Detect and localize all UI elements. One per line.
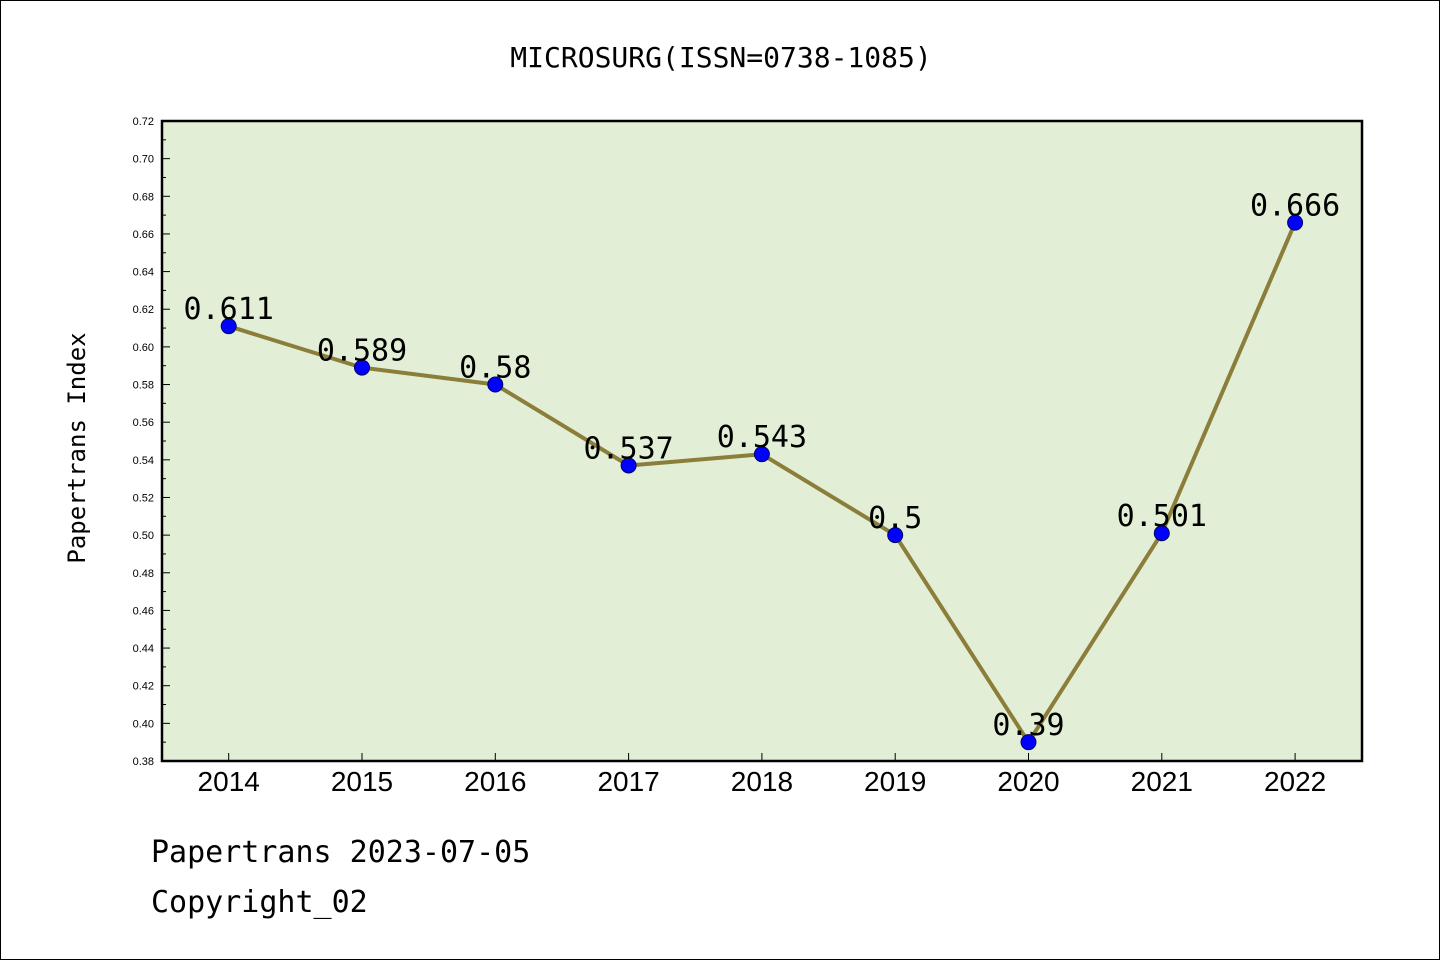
x-tick-label: 2015: [331, 766, 393, 797]
data-label: 0.611: [184, 292, 274, 327]
data-point: [753, 446, 770, 463]
plot-area: [160, 119, 1364, 763]
x-tick-label: 2017: [597, 766, 659, 797]
x-axis-ticks: 2014 2015 2016 2017 2018 2019 2020 2021 2022: [198, 753, 1326, 797]
y-tick-label: 0.56: [133, 417, 154, 429]
data-labels: 0.611 0.589 0.58 0.537 0.543 0.5 0.39 0.501 0.66…: [184, 189, 1341, 744]
y-axis-ticks: 0.38 0.40 0.42 0.44 0.46 0.48 0.50 0.52 0.54 0.56…: [133, 116, 170, 768]
data-point: [487, 376, 504, 393]
data-label: 0.39: [992, 708, 1064, 743]
y-tick-label: 0.54: [133, 455, 154, 467]
data-label: 0.537: [583, 431, 673, 466]
y-tick-label: 0.64: [133, 267, 154, 279]
x-tick-label: 2018: [731, 766, 793, 797]
data-label: 0.501: [1117, 499, 1207, 534]
data-point: [220, 318, 237, 335]
data-point: [1153, 525, 1170, 542]
data-point: [887, 527, 904, 544]
y-axis-label: Papertrans Index: [63, 332, 91, 563]
footer-copyright: Copyright_02: [151, 885, 368, 920]
y-tick-label: 0.46: [133, 605, 154, 617]
y-tick-label: 0.68: [133, 191, 154, 203]
x-tick-label: 2019: [864, 766, 926, 797]
y-tick-label: 0.58: [133, 380, 154, 392]
y-tick-label: 0.72: [133, 116, 154, 128]
data-label: 0.589: [317, 334, 407, 369]
data-label: 0.666: [1250, 189, 1340, 224]
y-tick-label: 0.50: [133, 530, 154, 542]
data-label: 0.58: [459, 351, 531, 386]
x-tick-label: 2022: [1264, 766, 1326, 797]
data-label: 0.543: [717, 420, 807, 455]
x-tick-label: 2016: [464, 766, 526, 797]
data-point: [620, 457, 637, 474]
y-tick-label: 0.70: [133, 154, 154, 166]
y-tick-label: 0.44: [133, 643, 154, 655]
y-tick-label: 0.62: [133, 304, 154, 316]
chart-title: MICROSURG(ISSN=0738-1085): [510, 41, 931, 74]
data-points: [220, 214, 1304, 751]
y-tick-label: 0.38: [133, 756, 154, 768]
x-tick-label: 2020: [997, 766, 1059, 797]
y-tick-label: 0.60: [133, 342, 154, 354]
y-tick-label: 0.66: [133, 229, 154, 241]
y-tick-label: 0.52: [133, 492, 154, 504]
x-tick-label: 2021: [1131, 766, 1193, 797]
x-tick-label: 2014: [198, 766, 260, 797]
y-tick-label: 0.42: [133, 681, 154, 693]
y-tick-label: 0.48: [133, 568, 154, 580]
data-point: [1287, 214, 1304, 231]
data-point: [1020, 734, 1037, 751]
data-label: 0.5: [868, 501, 922, 536]
footer-date: Papertrans 2023-07-05: [151, 835, 531, 870]
data-point: [354, 359, 370, 376]
y-tick-label: 0.40: [133, 718, 154, 730]
